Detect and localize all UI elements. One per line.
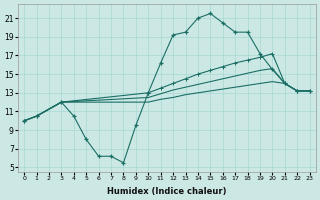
X-axis label: Humidex (Indice chaleur): Humidex (Indice chaleur) [107, 187, 227, 196]
